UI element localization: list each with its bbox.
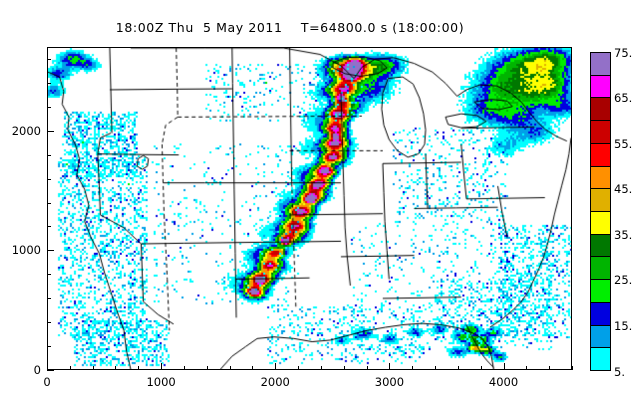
- colorbar-band-35: [591, 212, 610, 235]
- xtick-minor: [481, 366, 482, 370]
- colorbar-band-50: [591, 143, 610, 167]
- colorbar-tick-65: 65.: [614, 91, 633, 106]
- colorbar-band-55: [591, 121, 610, 144]
- colorbar-band-60: [591, 98, 610, 122]
- ytick-minor: [47, 83, 51, 84]
- colorbar-band-30: [591, 234, 610, 258]
- xtick-label-0: 0: [43, 375, 51, 389]
- ytick-label-1000: 1000: [11, 243, 41, 258]
- colorbar-band-15: [591, 302, 610, 326]
- xtick-label-2000: 2000: [260, 375, 290, 389]
- xtick-minor: [115, 366, 116, 370]
- ytick-minor: [47, 155, 51, 156]
- ytick-minor: [47, 179, 51, 180]
- colorbar-band-20: [591, 280, 610, 303]
- ytick-minor: [47, 370, 54, 371]
- ytick-minor: [47, 59, 51, 60]
- xtick-label-1000: 1000: [146, 375, 176, 389]
- colorbar-band-45: [591, 166, 610, 190]
- xtick-minor: [367, 366, 368, 370]
- colorbar-band-40: [591, 189, 610, 213]
- colorbar-tick-55: 55.: [614, 136, 633, 151]
- ytick-minor: [47, 274, 51, 275]
- colorbar-band-65: [591, 75, 610, 99]
- xtick-minor: [252, 366, 253, 370]
- ytick-minor: [47, 250, 54, 251]
- xtick-label-4000: 4000: [488, 375, 519, 389]
- ytick-minor: [47, 298, 51, 299]
- ytick-minor: [47, 322, 51, 323]
- xtick-minor: [549, 366, 550, 370]
- ytick-minor: [47, 346, 51, 347]
- map-boundaries: [48, 48, 571, 369]
- xtick-minor: [526, 366, 527, 370]
- xtick-minor: [275, 363, 276, 370]
- xtick-minor: [230, 366, 231, 370]
- map-plot-area: [47, 47, 572, 370]
- xtick-minor: [435, 366, 436, 370]
- xtick-minor: [572, 366, 573, 370]
- xtick-minor: [207, 366, 208, 370]
- xtick-label-3000: 3000: [374, 375, 405, 389]
- xtick-minor: [161, 363, 162, 370]
- ytick-label-0: 0: [33, 363, 41, 377]
- colorbar-band-5: [591, 348, 610, 371]
- xtick-minor: [47, 363, 48, 370]
- xtick-minor: [138, 366, 139, 370]
- colorbar-tick-35: 35.: [614, 227, 633, 242]
- colorbar-tick-25: 25.: [614, 273, 633, 288]
- colorbar-tick-15: 15.: [614, 318, 633, 333]
- colorbar-band-25: [591, 257, 610, 281]
- ytick-label-2000: 2000: [11, 123, 41, 138]
- xtick-minor: [458, 366, 459, 370]
- xtick-minor: [93, 366, 94, 370]
- colorbar-tick-5: 5.: [614, 364, 625, 379]
- xtick-minor: [344, 366, 345, 370]
- xtick-minor: [389, 363, 390, 370]
- colorbar: [590, 52, 611, 371]
- xtick-minor: [504, 363, 505, 370]
- ytick-minor: [47, 203, 51, 204]
- colorbar-tick-45: 45.: [614, 182, 633, 197]
- figure-title: 18:00Z Thu 5 May 2011 T=64800.0 s (18:00…: [115, 20, 465, 35]
- xtick-minor: [412, 366, 413, 370]
- xtick-minor: [298, 366, 299, 370]
- ytick-minor: [47, 107, 51, 108]
- xtick-minor: [184, 366, 185, 370]
- colorbar-band-70: [591, 53, 610, 76]
- colorbar-band-10: [591, 325, 610, 349]
- colorbar-tick-75: 75.: [614, 45, 633, 60]
- ytick-minor: [47, 131, 54, 132]
- xtick-minor: [321, 366, 322, 370]
- xtick-minor: [70, 366, 71, 370]
- ytick-minor: [47, 226, 51, 227]
